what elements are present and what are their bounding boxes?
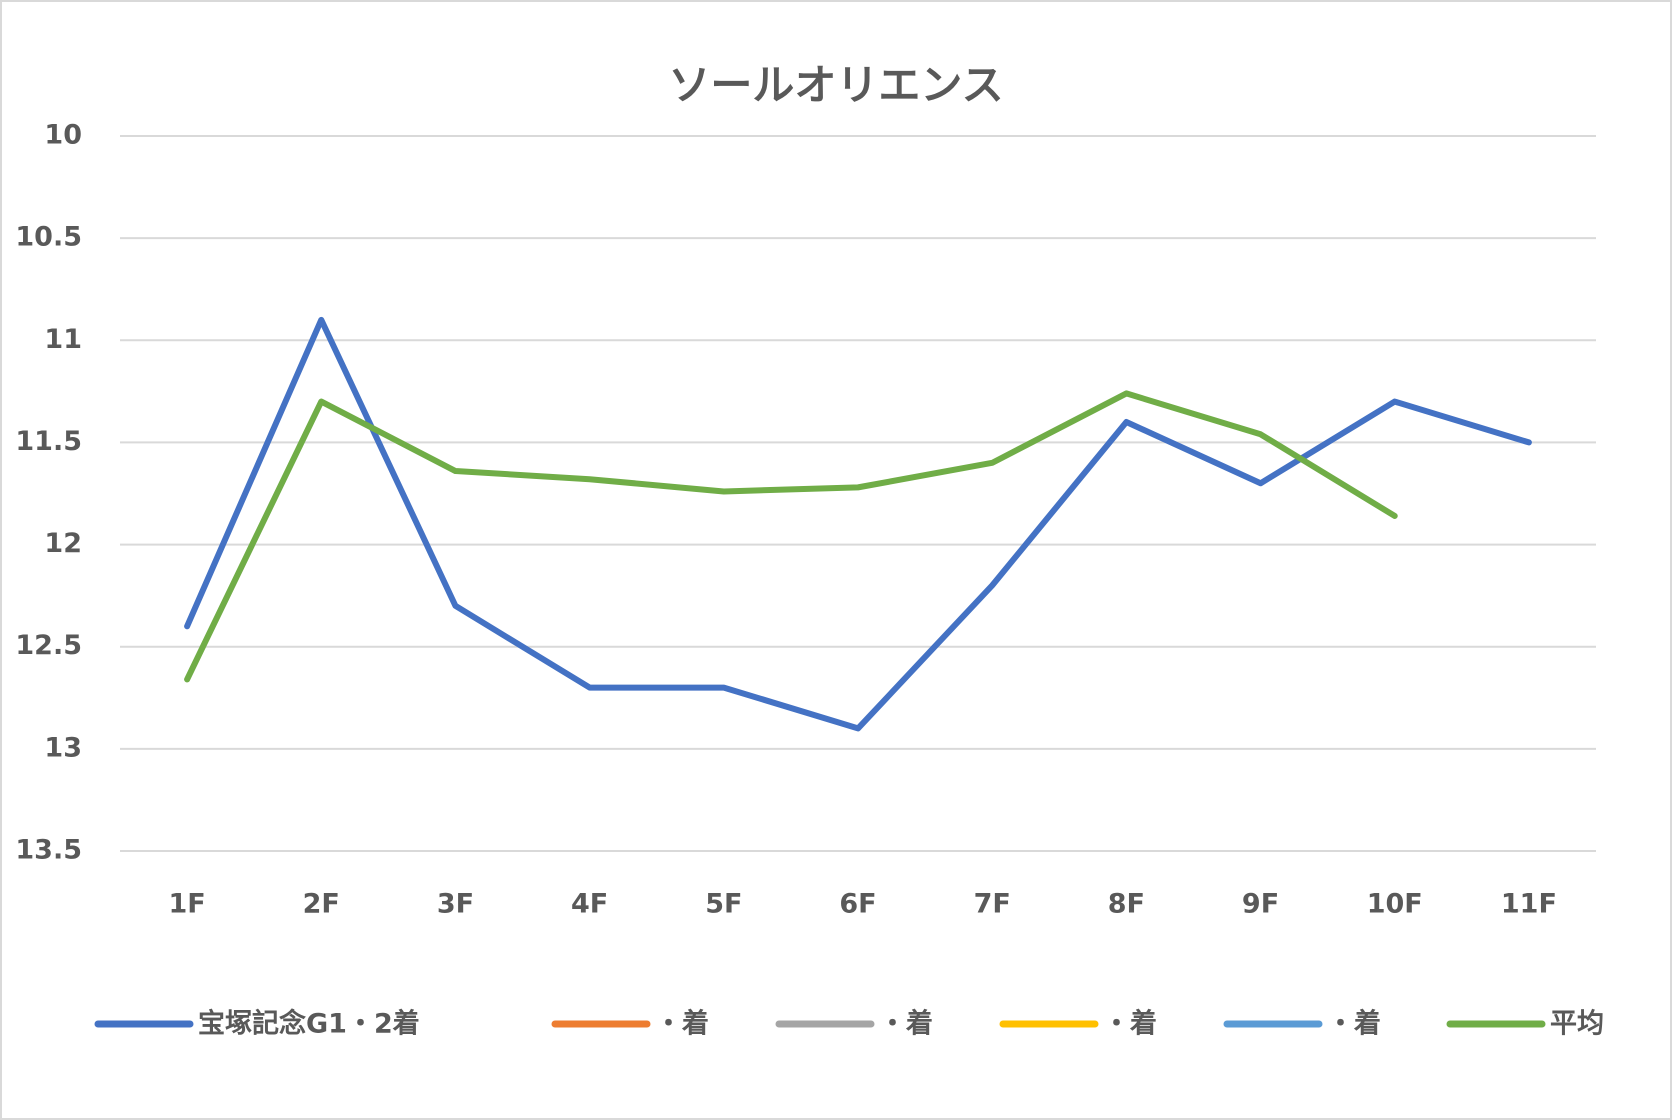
chart-title: ソールオリエンス	[668, 61, 1003, 110]
y-tick-label: 12.5	[15, 630, 82, 661]
legend-label: 宝塚記念G1・2着	[198, 1008, 420, 1040]
x-tick-label: 3F	[437, 889, 474, 920]
x-tick-label: 1F	[168, 889, 205, 920]
y-tick-label: 11	[44, 324, 82, 355]
series-line	[184, 316, 1532, 732]
x-tick-label: 5F	[705, 889, 742, 920]
y-tick-label: 10	[44, 120, 82, 151]
legend-label: ・着	[1103, 1008, 1157, 1040]
legend-label: 平均	[1550, 1009, 1604, 1040]
x-tick-label: 2F	[303, 889, 340, 920]
x-tick-label: 8F	[1108, 889, 1145, 920]
y-tick-label: 13.5	[15, 835, 82, 866]
legend-label: ・着	[1327, 1008, 1381, 1040]
x-tick-label: 4F	[571, 889, 608, 920]
x-tick-label: 11F	[1501, 889, 1557, 920]
series-line	[184, 390, 1398, 683]
x-tick-label: 9F	[1242, 889, 1279, 920]
legend-label: ・着	[655, 1008, 709, 1040]
y-tick-label: 10.5	[15, 222, 82, 253]
x-tick-label: 6F	[839, 889, 876, 920]
x-tick-label: 7F	[974, 889, 1011, 920]
y-tick-label: 12	[44, 528, 82, 559]
x-tick-label: 10F	[1367, 889, 1423, 920]
legend-label: ・着	[879, 1008, 933, 1040]
y-tick-label: 11.5	[15, 426, 82, 457]
y-tick-label: 13	[44, 732, 82, 763]
